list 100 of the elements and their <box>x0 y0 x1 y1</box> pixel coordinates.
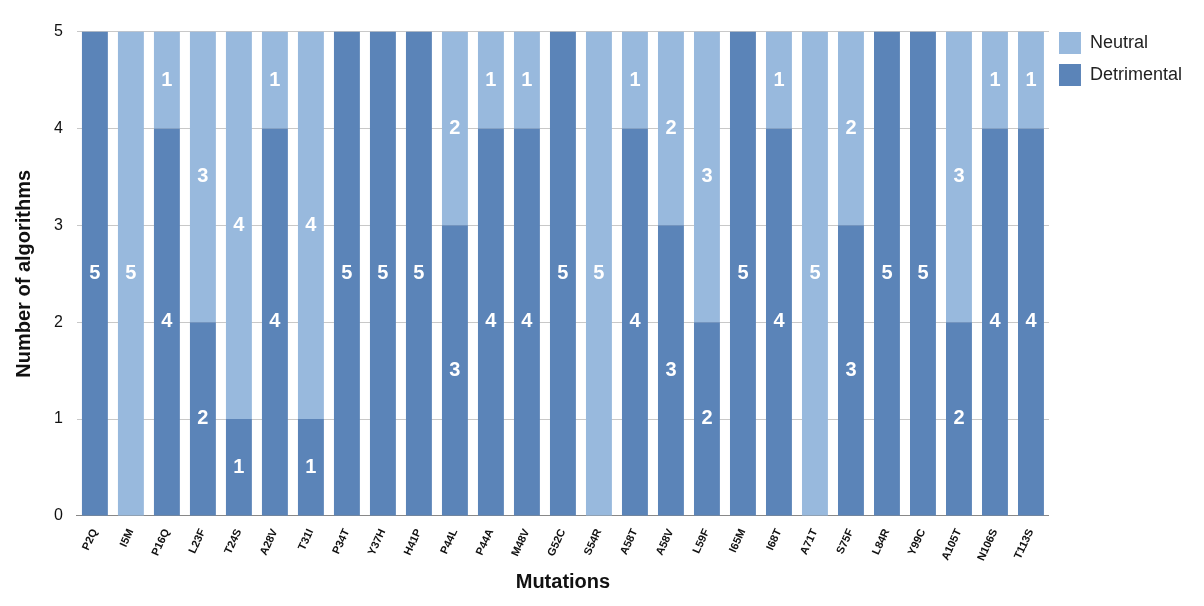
bar <box>657 225 684 516</box>
x-tick-label: L59F <box>689 526 712 556</box>
bar <box>982 128 1008 516</box>
data-label: 1 <box>521 67 533 90</box>
bar <box>621 31 648 129</box>
data-label: 5 <box>377 261 389 284</box>
bar <box>874 31 900 516</box>
x-tick-label: T31I <box>295 526 316 552</box>
data-label: 3 <box>449 357 461 380</box>
y-tick-label: 4 <box>53 118 63 136</box>
bar <box>1018 128 1044 516</box>
bar <box>513 128 540 516</box>
x-tick-label: P2Q <box>79 526 100 552</box>
data-label: 4 <box>305 212 318 235</box>
bar <box>225 31 252 420</box>
bar <box>189 31 216 323</box>
data-label: 1 <box>305 454 317 477</box>
y-tick-label: 3 <box>53 215 63 233</box>
x-tick-label: P44L <box>437 526 460 556</box>
data-label: 1 <box>989 67 1001 90</box>
bar <box>81 31 108 516</box>
bar <box>621 128 648 516</box>
x-tick-label: P34T <box>329 526 352 556</box>
bar <box>369 31 396 516</box>
data-label: 4 <box>269 309 282 332</box>
data-label: 2 <box>197 406 209 429</box>
data-label: 1 <box>629 67 641 90</box>
bar <box>585 31 612 516</box>
bar <box>333 31 360 516</box>
bar <box>405 31 432 516</box>
data-label: 5 <box>89 261 101 284</box>
data-label: 5 <box>917 261 929 284</box>
y-tick-label: 5 <box>53 22 63 40</box>
x-tick-label: I65M <box>726 526 748 555</box>
data-label: 2 <box>665 115 677 138</box>
bar <box>946 322 972 516</box>
x-tick-label: G52C <box>544 526 568 558</box>
bar <box>657 31 684 226</box>
bar <box>513 31 540 129</box>
bar <box>693 31 720 323</box>
data-label: 4 <box>485 309 498 332</box>
bar <box>801 31 828 516</box>
bar <box>297 419 324 516</box>
data-label: 3 <box>701 164 713 187</box>
data-label: 4 <box>233 212 246 235</box>
data-label: 4 <box>629 309 642 332</box>
x-tick-label: S54R <box>580 526 604 557</box>
bar <box>837 225 864 516</box>
x-tick-label: Y99C <box>905 526 928 557</box>
data-label: 5 <box>737 261 749 284</box>
bar <box>765 128 792 516</box>
data-label: 3 <box>845 357 857 380</box>
data-label: 1 <box>485 67 497 90</box>
x-tick-label: Y37H <box>364 526 388 557</box>
legend-label: Detrimental <box>1089 63 1182 84</box>
data-label: 1 <box>233 454 245 477</box>
bar <box>765 31 792 129</box>
bar <box>117 31 144 516</box>
data-label: 3 <box>665 357 677 380</box>
bar <box>477 31 504 129</box>
bar <box>837 31 864 226</box>
data-label: 4 <box>521 309 534 332</box>
data-label: 1 <box>269 67 281 90</box>
x-tick-label: H41P <box>400 526 424 557</box>
x-axis-title: Mutations <box>515 569 611 592</box>
data-label: 4 <box>161 309 174 332</box>
x-tick-label: L23F <box>185 526 208 556</box>
x-tick-label: T24S <box>221 526 244 556</box>
x-tick-label: A58V <box>652 526 676 557</box>
data-label: 4 <box>1025 309 1038 332</box>
bar <box>1018 31 1044 129</box>
data-label: 3 <box>197 164 209 187</box>
x-tick-label: A71T <box>797 526 820 557</box>
bar <box>153 31 180 129</box>
x-tick-label: A58T <box>617 526 640 557</box>
x-tick-label: I68T <box>763 526 784 552</box>
bar <box>477 128 504 516</box>
bar <box>946 31 972 323</box>
data-label: 4 <box>989 309 1002 332</box>
bar <box>441 31 468 226</box>
x-tick-label: M48V <box>508 526 532 558</box>
bar <box>261 31 288 129</box>
data-label: 3 <box>953 164 965 187</box>
x-tick-label: A28V <box>256 526 280 557</box>
data-label: 2 <box>845 115 857 138</box>
data-label: 5 <box>593 261 605 284</box>
y-tick-label: 1 <box>53 409 63 427</box>
legend-label: Neutral <box>1089 31 1148 52</box>
bar <box>693 322 720 516</box>
bar <box>729 31 756 516</box>
data-label: 5 <box>125 261 137 284</box>
data-label: 5 <box>557 261 569 284</box>
data-label: 4 <box>773 309 786 332</box>
bar <box>297 31 324 420</box>
y-tick-label: 0 <box>53 506 63 524</box>
bar <box>261 128 288 516</box>
x-tick-label: I5M <box>116 526 136 549</box>
bar <box>189 322 216 516</box>
bar <box>982 31 1008 129</box>
bar <box>441 225 468 516</box>
